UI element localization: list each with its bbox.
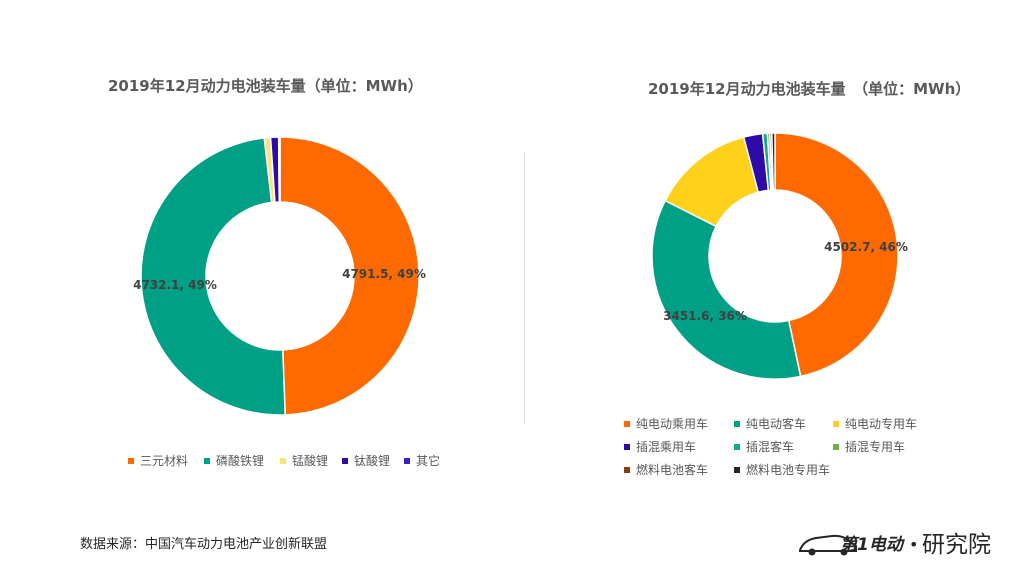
donut-slice-1: [774, 132, 899, 378]
legend-item-4: 插混乘用车: [624, 438, 696, 455]
legend-label: 磷酸铁锂: [216, 454, 265, 468]
legend-label: 插混乘用车: [636, 440, 697, 454]
donut-slice-8: [771, 132, 776, 191]
car-logo-icon: 第1电动 • 研究院: [799, 532, 991, 558]
legend-item-4: 钛酸锂: [342, 452, 390, 469]
legend-swatch: [342, 457, 348, 464]
chart-title-right: 2019年12月动力电池装车量 （单位：MWh）: [648, 80, 971, 98]
brand-logo: 第1电动 • 研究院: [796, 526, 1002, 560]
data-label-1: 4791.5, 49%: [342, 267, 426, 281]
legend-item-7: 燃料电池客车: [624, 461, 708, 478]
legend-item-5: 其它: [404, 452, 440, 469]
legend-swatch: [128, 457, 134, 464]
legend-label: 纯电动专用车: [845, 417, 918, 431]
legend-swatch: [624, 466, 630, 473]
legend-label: 燃料电池专用车: [746, 463, 831, 477]
legend-label: 纯电动客车: [746, 417, 807, 431]
legend-label: 插混客车: [746, 440, 795, 454]
legend-label: 钛酸锂: [354, 454, 391, 468]
data-label-1: 4502.7, 46%: [824, 240, 908, 254]
legend-swatch: [833, 443, 839, 450]
legend-label: 纯电动乘用车: [636, 417, 709, 431]
legend-swatch: [734, 420, 740, 427]
data-label-2: 3451.6, 36%: [663, 309, 747, 323]
legend-item-5: 插混客车: [734, 438, 794, 455]
donut-slice-2: [651, 199, 802, 380]
legend-swatch: [624, 420, 630, 427]
legend-swatch: [204, 457, 210, 464]
legend-label: 其它: [416, 454, 441, 468]
donut-slice-1: [279, 136, 420, 416]
legend-swatch: [734, 443, 740, 450]
data-source-note: 数据来源：中国汽车动力电池产业创新联盟: [80, 537, 328, 552]
legend-item-8: 燃料电池专用车: [734, 461, 830, 478]
donut-slice-5: [277, 136, 281, 203]
brand-mark: 第1电动: [840, 535, 906, 555]
legend-item-3: 纯电动专用车: [833, 415, 917, 432]
legend-swatch: [833, 420, 839, 427]
donut-slice-2: [140, 137, 286, 416]
data-label-2: 4732.1, 49%: [133, 278, 217, 292]
legend-label: 插混专用车: [845, 440, 906, 454]
legend-item-2: 磷酸铁锂: [204, 452, 264, 469]
brand-text: 研究院: [922, 532, 991, 558]
legend-swatch: [624, 443, 630, 450]
legend-swatch: [280, 457, 286, 464]
legend-swatch: [734, 466, 740, 473]
legend-item-6: 插混专用车: [833, 438, 905, 455]
brand-dot: •: [909, 535, 918, 554]
legend-item-3: 锰酸锂: [280, 452, 328, 469]
legend-swatch: [404, 457, 410, 464]
legend-item-1: 纯电动乘用车: [624, 415, 708, 432]
legend-label: 锰酸锂: [292, 454, 329, 468]
chart-title-left: 2019年12月动力电池装车量（单位：MWh）: [108, 77, 423, 95]
legend-item-1: 三元材料: [128, 452, 188, 469]
legend-label: 燃料电池客车: [636, 463, 709, 477]
divider-line: [524, 152, 525, 424]
legend-label: 三元材料: [140, 454, 189, 468]
legend-item-2: 纯电动客车: [734, 415, 806, 432]
